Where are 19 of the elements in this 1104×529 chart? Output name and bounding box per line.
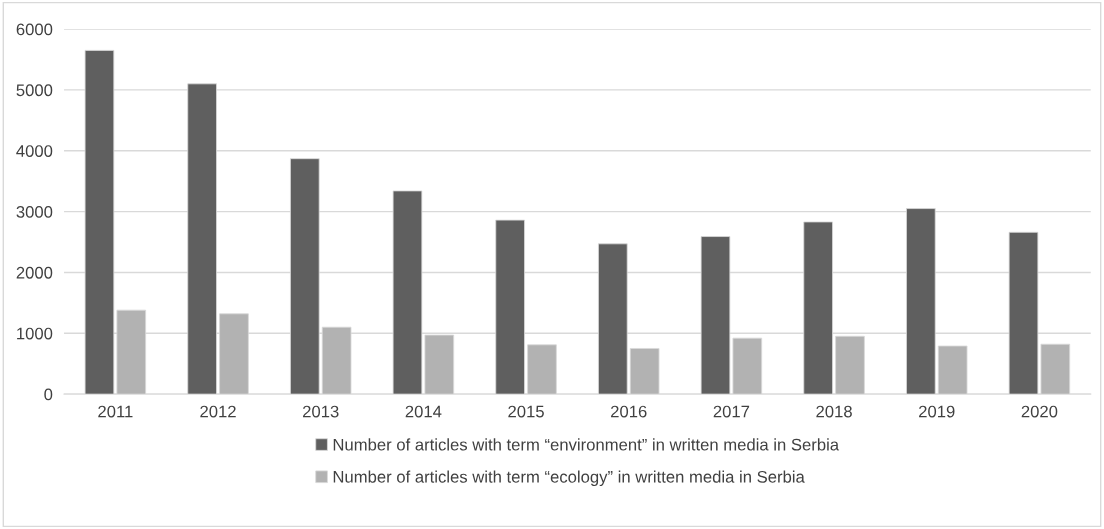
x-tick-label: 2015	[508, 405, 544, 418]
y-tick-label: 6000	[16, 23, 53, 36]
y-tick-label: 0	[44, 388, 53, 401]
y-tick-label: 4000	[16, 145, 53, 157]
legend-label: Number of articles with term “environment” in written media in Serbia	[333, 438, 840, 451]
x-tick-label: 2012	[200, 405, 236, 418]
x-tick-label: 2019	[919, 405, 955, 418]
x-tick-label: 2014	[405, 405, 442, 418]
x-tick-label: 2020	[1021, 405, 1058, 418]
x-tick-label: 2016	[611, 405, 647, 418]
x-tick-label: 2018	[816, 405, 852, 418]
y-tick-label: 3000	[16, 206, 53, 218]
y-tick-label: 1000	[17, 327, 53, 340]
y-tick-label: 5000	[16, 84, 53, 97]
x-tick-label: 2017	[713, 405, 750, 418]
x-tick-label: 2013	[303, 405, 339, 418]
y-tick-label: 2000	[16, 266, 53, 279]
x-tick-label: 2011	[98, 405, 133, 418]
legend-label: Number of articles with term “ecology” in written media in Serbia	[333, 470, 805, 487]
